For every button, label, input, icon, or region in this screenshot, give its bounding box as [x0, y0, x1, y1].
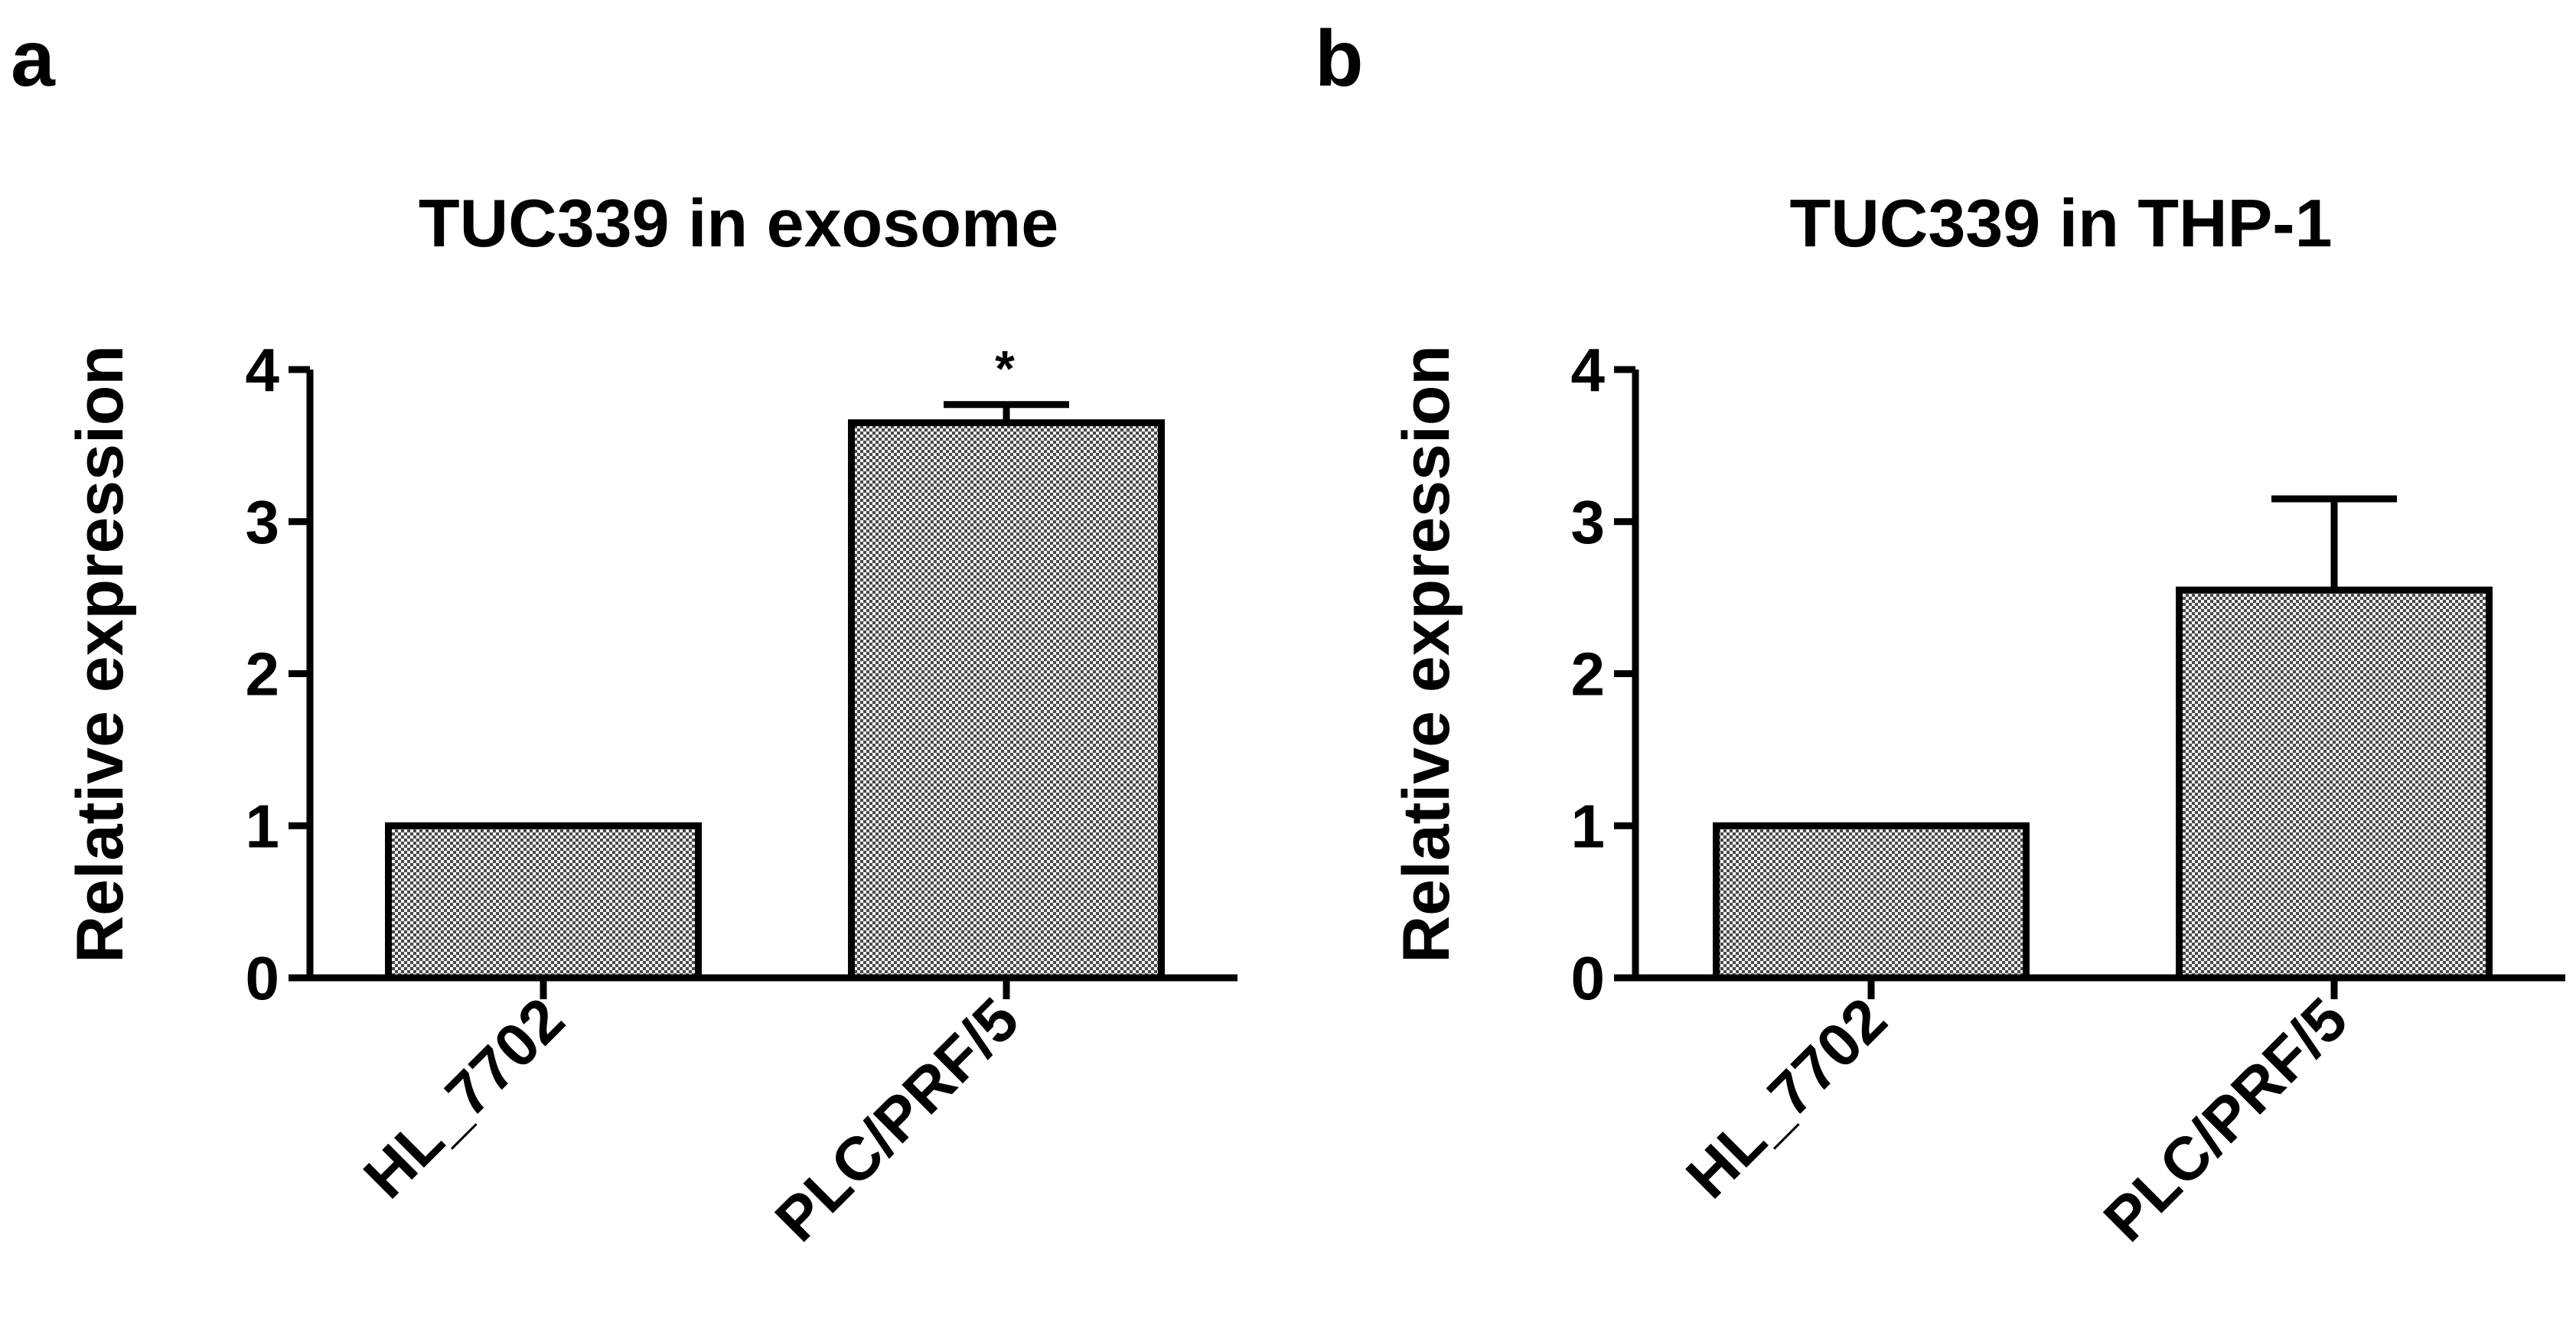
bar: [385, 822, 702, 982]
chart-marks: 0 1 2 3 4 HL_7702 PLC/PRF/5: [1571, 336, 2493, 1254]
panel-letter-a: a: [11, 15, 56, 103]
y-axis-label: Relative expression: [1390, 345, 1463, 963]
significance-marker: *: [995, 340, 1015, 397]
chart-marks: 0 1 2 3 4 HL_7702 * PLC/PRF/5: [246, 336, 1165, 1254]
x-tick-label: PLC/PRF/5: [2091, 985, 2360, 1254]
x-tick-label: PLC/PRF/5: [762, 985, 1032, 1254]
chart-title: TUC339 in exosome: [419, 185, 1058, 261]
bar: [848, 419, 1165, 982]
x-tick-label: HL_7702: [351, 985, 577, 1211]
x-tick-label: HL_7702: [1673, 985, 1899, 1211]
y-tick-label: 2: [1571, 640, 1606, 708]
y-tick-label: 3: [1571, 488, 1606, 556]
y-tick-label: 3: [246, 488, 280, 556]
y-tick-label: 1: [246, 792, 280, 860]
y-tick-label: 4: [246, 336, 280, 404]
chart-exosome: TUC339 in exosome Relative expression 0 1…: [64, 185, 1237, 1254]
y-tick-label: 2: [246, 640, 280, 708]
bar: [1713, 822, 2030, 982]
y-tick-label: 0: [1571, 944, 1606, 1012]
chart-thp1: TUC339 in THP-1 Relative expression 0 1 2 3…: [1390, 185, 2565, 1254]
y-tick-label: 4: [1571, 336, 1606, 404]
y-tick-label: 1: [1571, 792, 1606, 860]
y-axis-label: Relative expression: [64, 345, 137, 963]
y-tick-label: 0: [246, 944, 280, 1012]
chart-title: TUC339 in THP-1: [1789, 185, 2332, 261]
bar: [2176, 586, 2493, 982]
panel-letter-b: b: [1315, 15, 1364, 103]
